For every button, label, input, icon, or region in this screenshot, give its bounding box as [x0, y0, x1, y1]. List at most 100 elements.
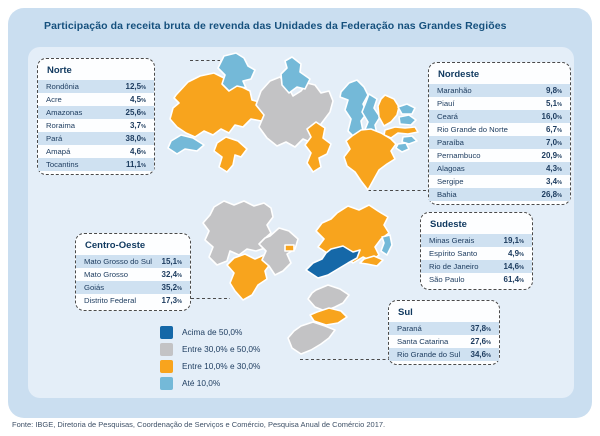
state-label: Goiás — [84, 282, 105, 292]
percent-sign: % — [557, 192, 562, 199]
state-row-mato-grosso-do-sul: Mato Grosso do Sul 15,1% — [76, 255, 190, 268]
state-row-parana: Paraná 37,8% — [389, 322, 499, 335]
state-label: Alagoas — [437, 163, 465, 173]
state-value: 9,8% — [545, 85, 562, 95]
state-shape-rio-grande-do-norte — [397, 103, 416, 115]
state-value: 12,5% — [125, 81, 146, 91]
percent-sign: % — [141, 162, 146, 169]
state-row-piaui: Piauí 5,1% — [429, 97, 570, 110]
state-shape-amapa — [280, 56, 311, 94]
region-title-sudeste: Sudeste — [430, 219, 467, 230]
state-label: Amapá — [46, 146, 71, 156]
state-value: 32,4% — [161, 269, 182, 279]
state-shape-rio-de-janeiro — [359, 255, 384, 267]
state-shape-mato-grosso-do-sul — [226, 253, 272, 301]
legend-label: Até 10,0% — [182, 378, 221, 388]
percent-sign: % — [557, 127, 562, 134]
state-row-para: Pará 38,0% — [38, 132, 154, 145]
region-title-norte: Norte — [47, 65, 72, 76]
legend-swatch-between_30_50 — [160, 342, 173, 356]
state-value: 16,0% — [541, 111, 562, 121]
region-box-centro-oeste: Centro-Oeste Mato Grosso do Sul 15,1% Mato … — [75, 233, 191, 311]
state-row-minas-gerais: Minas Gerais 19,1% — [421, 234, 532, 247]
legend-label: Entre 30,0% e 50,0% — [182, 344, 261, 354]
state-value: 11,1% — [125, 159, 146, 169]
state-shape-rio-grande-do-sul — [287, 321, 336, 355]
percent-sign: % — [557, 101, 562, 108]
region-box-sudeste: Sudeste Minas Gerais 19,1% Espírito Santo 4,… — [420, 212, 533, 290]
state-shape-distrito-federal — [284, 244, 295, 252]
percent-sign: % — [486, 339, 491, 346]
percent-sign: % — [177, 298, 182, 305]
legend-swatch-above_50 — [160, 325, 173, 339]
percent-sign: % — [557, 140, 562, 147]
percent-sign: % — [141, 149, 146, 156]
state-label: Rio de Janeiro — [429, 261, 479, 271]
state-value: 27,6% — [470, 336, 491, 346]
state-value: 38,0% — [125, 133, 146, 143]
state-shape-rondonia — [213, 136, 248, 173]
legend-label: Entre 10,0% e 30,0% — [182, 361, 261, 371]
state-label: Acre — [46, 94, 62, 104]
state-shape-espirito-santo — [380, 234, 393, 256]
percent-sign: % — [519, 277, 524, 284]
state-label: Roraima — [46, 120, 76, 130]
percent-sign: % — [486, 352, 491, 359]
state-row-santa-catarina: Santa Catarina 27,6% — [389, 335, 499, 348]
state-label: Santa Catarina — [397, 336, 449, 346]
state-row-amazonas: Amazonas 25,6% — [38, 106, 154, 119]
state-shape-acre — [167, 134, 205, 155]
state-label: Rio Grande do Norte — [437, 124, 508, 134]
state-label: Amazonas — [46, 107, 83, 117]
state-value: 15,1% — [161, 256, 182, 266]
state-label: Pernambuco — [437, 150, 481, 160]
state-shape-parana — [307, 284, 350, 312]
state-shape-mato-grosso — [202, 200, 274, 266]
percent-sign: % — [486, 326, 491, 333]
state-value: 6,7% — [545, 124, 562, 134]
state-label: Bahia — [437, 189, 457, 199]
legend-item-upto_10: Até 10,0% — [160, 376, 260, 390]
state-label: Distrito Federal — [84, 295, 137, 305]
region-box-sul: Sul Paraná 37,8% Santa Catarina 27,6% Rio Gra… — [388, 300, 500, 365]
state-label: São Paulo — [429, 274, 465, 284]
percent-sign: % — [141, 123, 146, 130]
region-title-nordeste: Nordeste — [438, 69, 480, 80]
state-value: 4,6% — [129, 146, 146, 156]
state-shape-paraiba — [398, 114, 417, 126]
state-label: Paraná — [397, 323, 422, 333]
state-row-maranhao: Maranhão 9,8% — [429, 84, 570, 97]
state-value: 4,9% — [507, 248, 524, 258]
state-value: 37,8% — [470, 323, 491, 333]
state-value: 3,7% — [129, 120, 146, 130]
percent-sign: % — [177, 272, 182, 279]
state-row-mato-grosso: Mato Grosso 32,4% — [76, 268, 190, 281]
state-shape-maranhao — [339, 79, 369, 139]
state-label: Tocantins — [46, 159, 79, 169]
state-row-rondonia: Rondônia 12,5% — [38, 80, 154, 93]
state-row-goias: Goiás 35,2% — [76, 281, 190, 294]
legend: Acima de 50,0% Entre 30,0% e 50,0% Entre 1… — [160, 325, 260, 393]
state-row-paraiba: Paraíba 7,0% — [429, 136, 570, 149]
page-title: Participação da receita bruta de revenda… — [44, 20, 507, 32]
state-row-ceara: Ceará 16,0% — [429, 110, 570, 123]
state-value: 20,9% — [541, 150, 562, 160]
percent-sign: % — [557, 179, 562, 186]
state-shape-tocantins — [304, 121, 332, 173]
state-label: Sergipe — [437, 176, 464, 186]
legend-label: Acima de 50,0% — [182, 327, 243, 337]
source-note: Fonte: IBGE, Diretoria de Pesquisas, Coo… — [12, 420, 386, 429]
state-value: 4,3% — [545, 163, 562, 173]
state-value: 5,1% — [545, 98, 562, 108]
state-label: Maranhão — [437, 85, 472, 95]
state-row-rio-grande-do-sul: Rio Grande do Sul 34,6% — [389, 348, 499, 361]
percent-sign: % — [141, 97, 146, 104]
state-row-rio-de-janeiro: Rio de Janeiro 14,6% — [421, 260, 532, 273]
state-row-sergipe: Sergipe 3,4% — [429, 175, 570, 188]
legend-item-above_50: Acima de 50,0% — [160, 325, 260, 339]
state-row-sao-paulo: São Paulo 61,4% — [421, 273, 532, 286]
state-label: Paraíba — [437, 137, 464, 147]
state-row-roraima: Roraima 3,7% — [38, 119, 154, 132]
state-value: 35,2% — [161, 282, 182, 292]
state-value: 7,0% — [545, 137, 562, 147]
